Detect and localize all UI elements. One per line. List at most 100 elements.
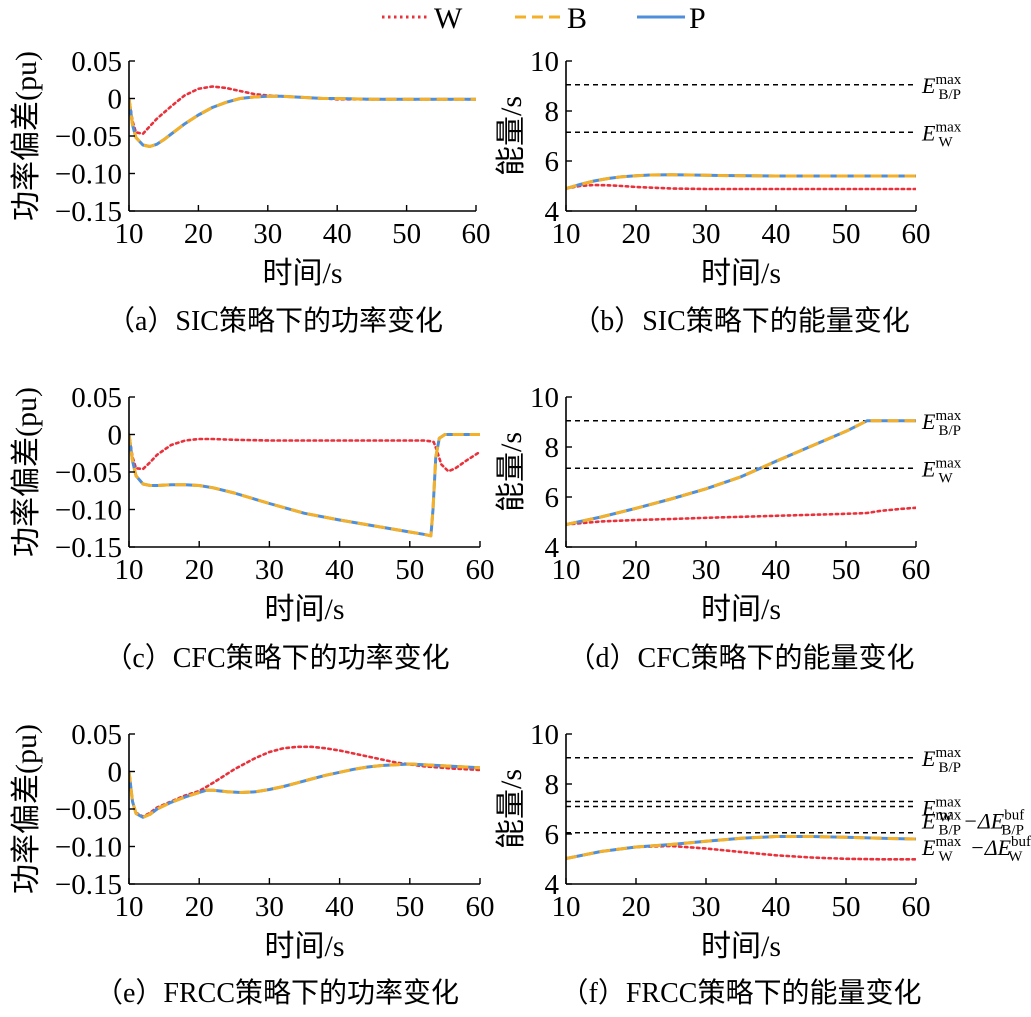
y-tick-label: −0.10 (55, 159, 122, 191)
ref-line-label: Emax W (921, 119, 962, 150)
y-tick-label: −0.05 (55, 457, 122, 489)
panel-caption: （e）FRCC策略下的功率变化 (95, 977, 459, 1009)
x-tick-label: 20 (185, 891, 214, 923)
x-tick-label: 60 (466, 554, 495, 586)
panel-d: 10 20 30 40 50 60 10 8 6 4 时间/s 能量/s Emax B/P Emax W （d）… (495, 382, 962, 674)
panel-caption: （b）SIC策略下的能量变化 (572, 305, 910, 337)
x-tick-label: 10 (552, 891, 581, 923)
ref-line-label: Emax B/P (921, 72, 962, 103)
x-tick-label: 30 (255, 554, 284, 586)
y-tick-label: 4 (545, 196, 560, 228)
ref-line-label: Emax B/P (921, 745, 962, 776)
panel-e: 10 20 30 40 50 60 0.05 0 −0.05 −0.10 −0.15 时间/s 功率偏差… (10, 719, 495, 1009)
x-tick-label: 60 (902, 891, 931, 923)
series-p-line (566, 419, 916, 526)
x-tick-label: 10 (115, 891, 144, 923)
legend-label-w: W (434, 2, 463, 35)
x-tick-label: 60 (902, 218, 931, 250)
x-tick-label: 30 (255, 891, 284, 923)
y-tick-label: 6 (545, 146, 560, 178)
y-tick-label: −0.05 (55, 794, 122, 826)
x-tick-label: 60 (902, 554, 931, 586)
y-tick-label: −0.10 (55, 832, 122, 864)
x-axis-label: 时间/s (701, 593, 781, 626)
series-b-line (129, 433, 480, 538)
x-tick-label: 20 (622, 218, 651, 250)
panel-caption: （c）CFC策略下的功率变化 (104, 642, 449, 674)
x-axis-label: 时间/s (264, 593, 344, 626)
series-b-line (129, 762, 480, 819)
y-axis-label: 能量/s (495, 96, 528, 176)
x-tick-label: 20 (184, 218, 213, 250)
y-tick-label: −0.15 (55, 869, 122, 901)
x-tick-label: 50 (832, 218, 861, 250)
y-axis-label: 功率偏差(pu) (10, 387, 43, 557)
x-tick-label: 10 (115, 218, 144, 250)
y-tick-label: 10 (530, 46, 559, 78)
x-tick-label: 50 (395, 554, 424, 586)
x-tick-label: 50 (832, 891, 861, 923)
series-w-line (566, 506, 916, 526)
y-tick-label: −0.05 (55, 121, 122, 153)
x-tick-label: 10 (552, 218, 581, 250)
ref-line-label: Emax W (921, 795, 962, 826)
x-axis-label: 时间/s (701, 257, 781, 290)
y-tick-label: 10 (530, 719, 559, 751)
ref-line-label: Emax B/P (921, 408, 962, 439)
y-tick-label: 8 (545, 432, 560, 464)
series-p-line (129, 762, 480, 819)
panel-a: 10 20 30 40 50 60 0.05 0 −0.05 −0.10 −0.15 时间/s 功率偏差… (10, 46, 491, 337)
x-axis-label: 时间/s (264, 930, 344, 963)
x-axis-label: 时间/s (701, 930, 781, 963)
y-tick-label: 0 (108, 420, 123, 452)
y-tick-label: 4 (545, 532, 560, 564)
x-tick-label: 30 (692, 218, 721, 250)
panel-caption: （f）FRCC策略下的能量变化 (561, 977, 922, 1009)
ref-line-label: Emax W (921, 455, 962, 486)
x-tick-label: 50 (392, 218, 421, 250)
x-tick-label: 40 (323, 218, 352, 250)
y-axis-label: 功率偏差(pu) (10, 51, 43, 221)
x-tick-label: 30 (253, 218, 282, 250)
x-tick-label: 40 (325, 554, 354, 586)
ref-line-label: Emax B/P−ΔEbuf B/P (921, 808, 1024, 839)
series-w-line (566, 183, 916, 191)
ref-line-label: Emax W −ΔEbuf W (921, 834, 1031, 865)
x-tick-label: 40 (762, 554, 791, 586)
y-tick-label: −0.15 (55, 196, 122, 228)
panel-c: 10 20 30 40 50 60 0.05 0 −0.05 −0.10 −0.15 时间/s 功率偏差… (10, 382, 495, 674)
y-tick-label: 8 (545, 96, 560, 128)
x-tick-label: 60 (466, 891, 495, 923)
y-tick-label: −0.10 (55, 495, 122, 527)
series-b-line (566, 835, 916, 860)
x-tick-label: 50 (395, 891, 424, 923)
legend-label-p: P (689, 2, 706, 35)
x-axis-label: 时间/s (262, 257, 342, 290)
x-tick-label: 20 (622, 891, 651, 923)
x-tick-label: 30 (692, 554, 721, 586)
y-tick-label: 8 (545, 769, 560, 801)
y-tick-label: 6 (545, 482, 560, 514)
x-tick-label: 40 (762, 218, 791, 250)
x-tick-label: 10 (115, 554, 144, 586)
series-w-line (129, 433, 480, 473)
y-axis-label: 能量/s (495, 432, 528, 512)
x-tick-label: 60 (462, 218, 491, 250)
x-tick-label: 50 (832, 554, 861, 586)
y-tick-label: 0.05 (71, 382, 122, 414)
series-p-line (129, 94, 476, 148)
panel-caption: （d）CFC策略下的能量变化 (568, 642, 915, 674)
y-tick-label: 0.05 (71, 46, 122, 78)
y-tick-label: 0 (108, 84, 123, 116)
y-tick-label: 0 (108, 757, 123, 789)
panel-b: 10 20 30 40 50 60 10 8 6 4 时间/s 能量/s Emax B/P Emax W （b）… (495, 46, 962, 337)
x-tick-label: 30 (692, 891, 721, 923)
series-b-line (129, 94, 476, 148)
y-tick-label: −0.15 (55, 532, 122, 564)
y-tick-label: 0.05 (71, 719, 122, 751)
y-tick-label: 4 (545, 869, 560, 901)
x-tick-label: 20 (622, 554, 651, 586)
